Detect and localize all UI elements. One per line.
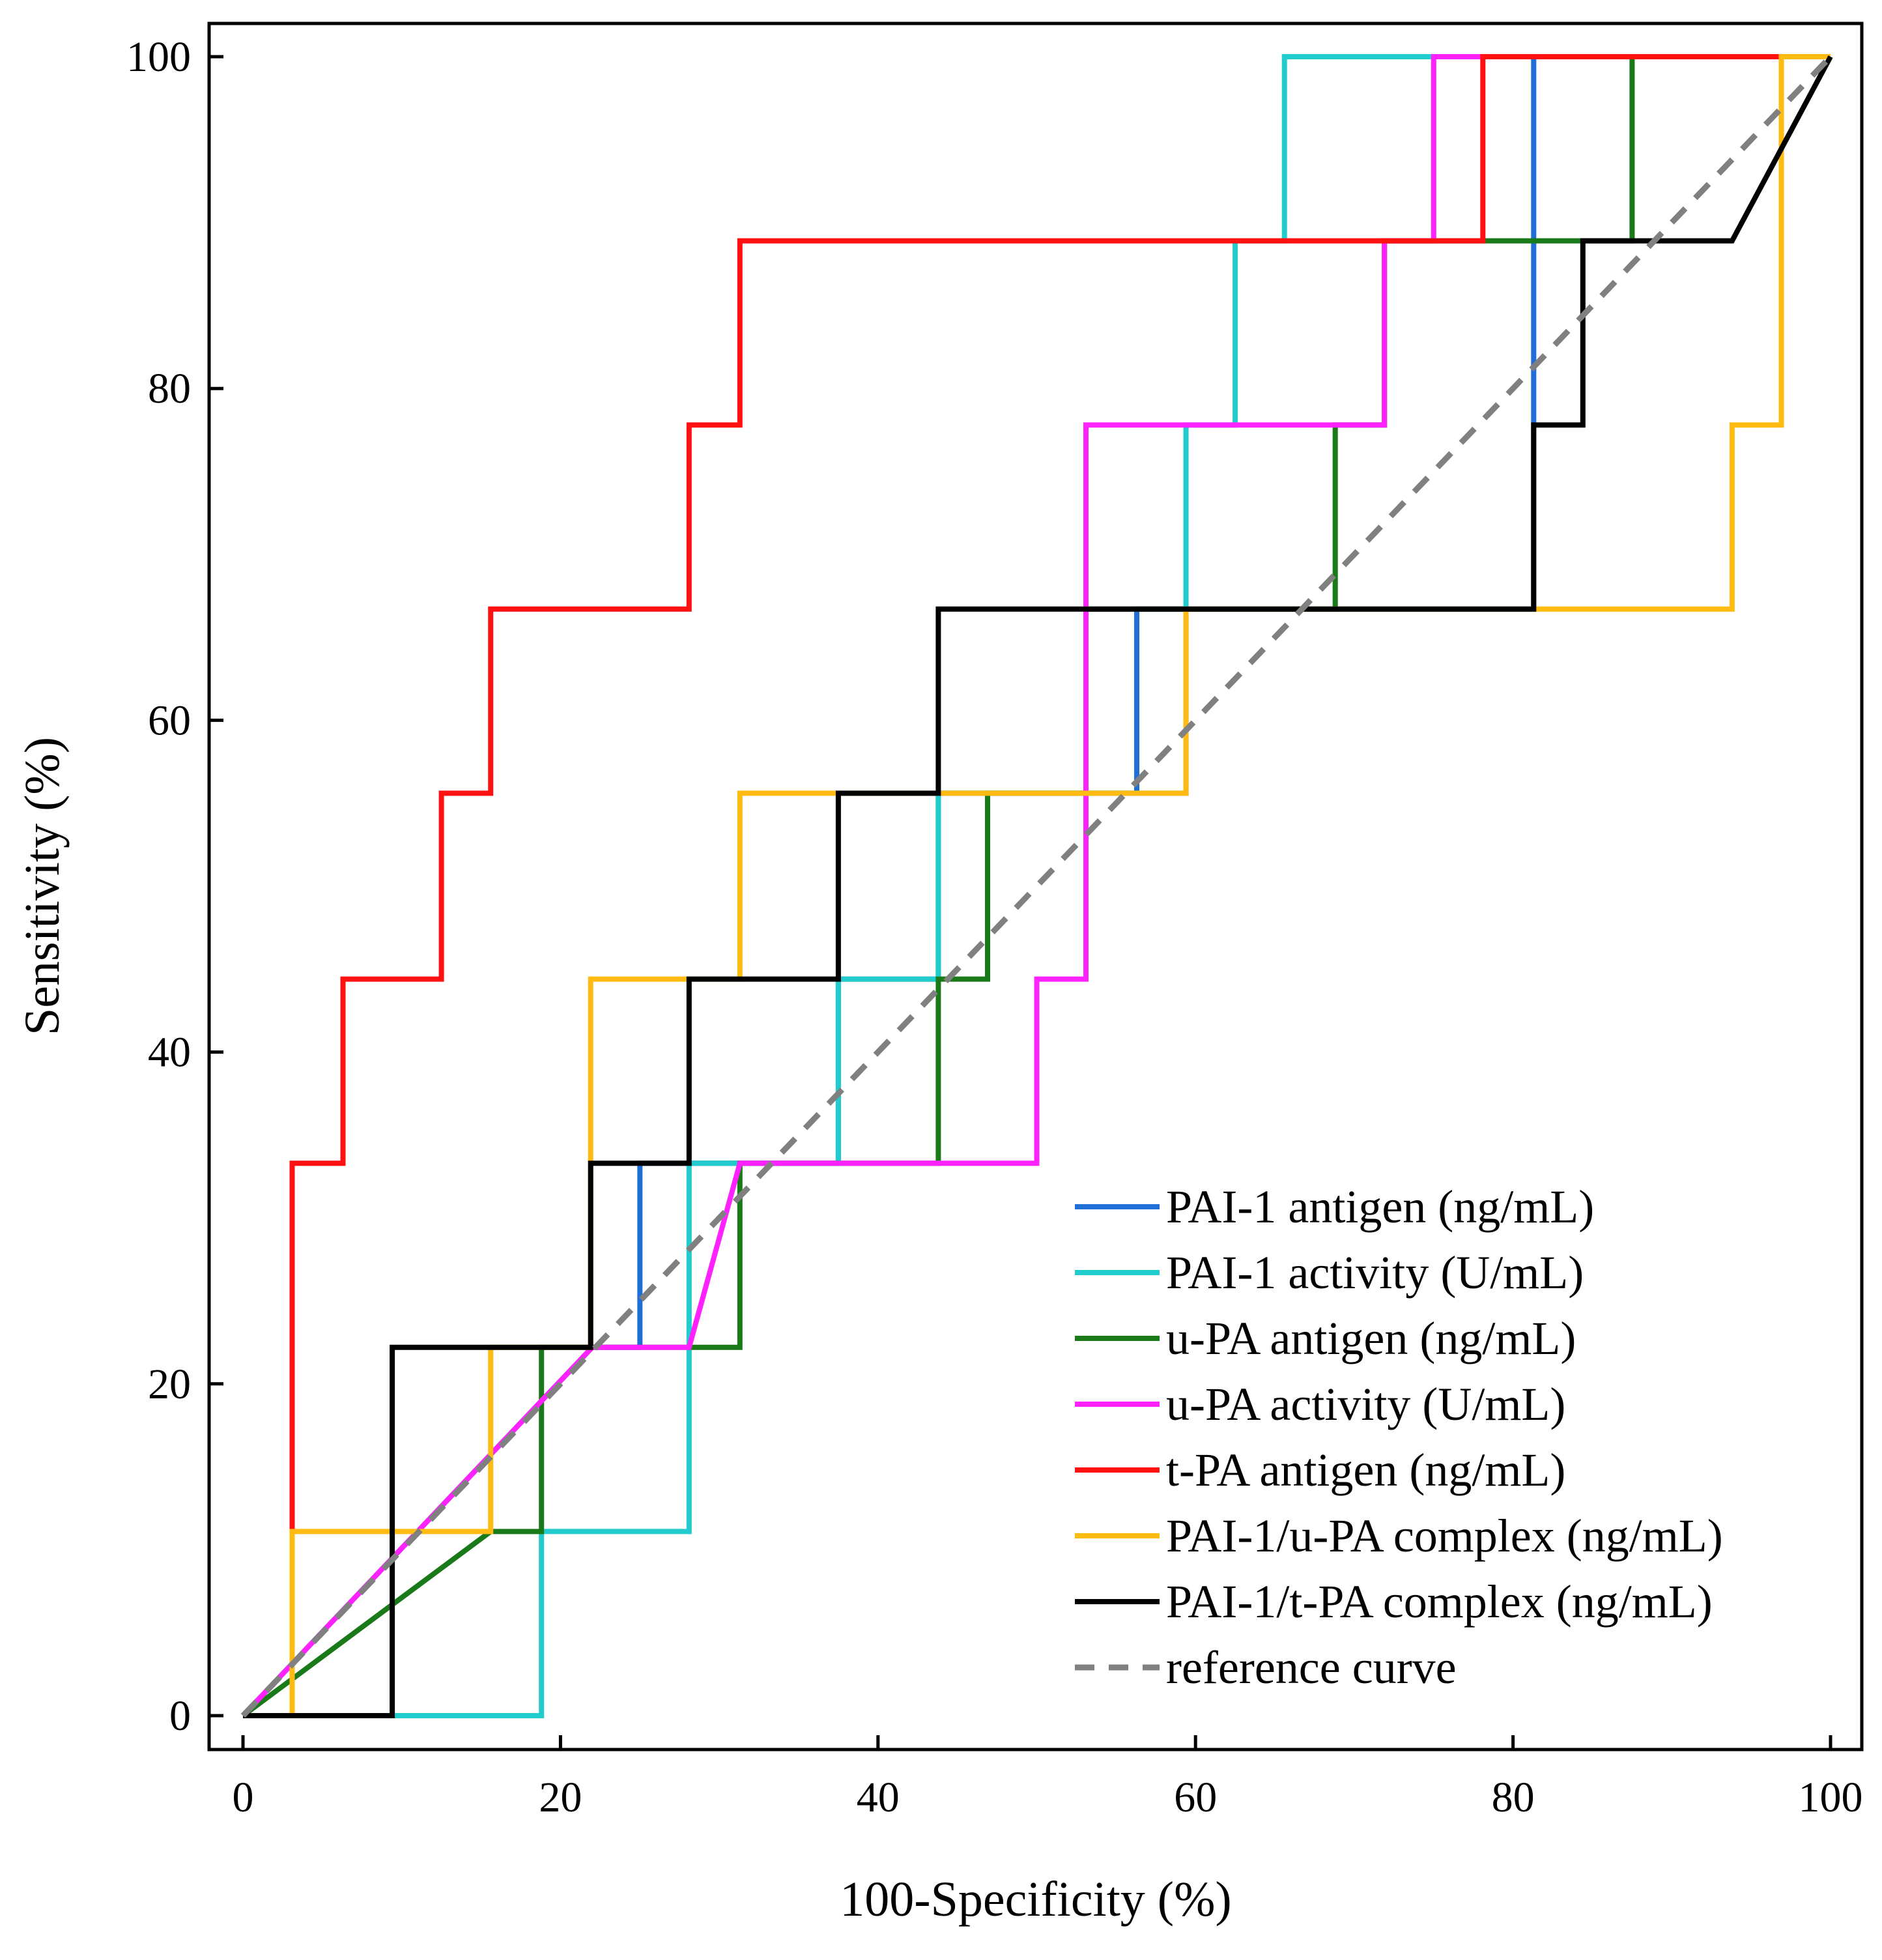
legend: PAI-1 antigen (ng/mL) PAI-1 activity (U/m… (1075, 1181, 1723, 1693)
series-line-pai-1-t-pa-complex-ng-ml (243, 55, 1833, 1718)
x-tick-label: 100 (1799, 1774, 1863, 1821)
y-axis-ticks: 0 20 40 60 80 100 (126, 33, 223, 1740)
y-tick-label: 60 (148, 697, 191, 744)
legend-label: PAI-1 antigen (ng/mL) (1166, 1181, 1594, 1233)
legend-label: reference curve (1166, 1641, 1457, 1693)
y-tick-label: 40 (148, 1029, 191, 1076)
legend-label: u-PA antigen (ng/mL) (1166, 1312, 1576, 1364)
series-line-t-pa-antigen-ng-ml (289, 54, 1782, 1532)
y-tick-label: 80 (148, 365, 191, 412)
y-tick-label: 100 (126, 33, 191, 81)
legend-label: PAI-1/t-PA complex (ng/mL) (1166, 1576, 1713, 1628)
series-line-reference-curve (240, 54, 1833, 1718)
x-tick-label: 20 (539, 1774, 582, 1821)
x-tick-label: 0 (233, 1774, 254, 1821)
x-tick-label: 80 (1492, 1774, 1535, 1821)
series-layer (240, 54, 1833, 1718)
y-tick-label: 20 (148, 1361, 191, 1408)
x-axis-ticks: 0 20 40 60 80 100 (233, 1735, 1863, 1821)
x-tick-label: 60 (1174, 1774, 1217, 1821)
plot-frame (207, 22, 1864, 1751)
y-axis-label: Sensitivity (%) (15, 737, 70, 1035)
legend-label: PAI-1 activity (U/mL) (1166, 1247, 1584, 1299)
y-tick-label: 0 (169, 1692, 191, 1740)
x-axis-label: 100-Specificity (%) (840, 1872, 1231, 1927)
x-tick-label: 40 (857, 1774, 900, 1821)
legend-label: t-PA antigen (ng/mL) (1166, 1444, 1565, 1496)
legend-label: u-PA activity (U/mL) (1166, 1378, 1565, 1430)
legend-label: PAI-1/u-PA complex (ng/mL) (1166, 1510, 1723, 1562)
